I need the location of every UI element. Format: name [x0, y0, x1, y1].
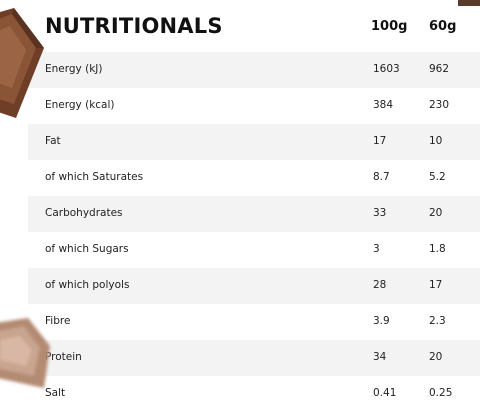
nutrient-label: of which Saturates — [45, 171, 144, 183]
table-row: Energy (kJ) 1603 962 — [28, 52, 480, 88]
table-row: Fibre 3.9 2.3 — [28, 304, 480, 340]
value-100g: 33 — [373, 207, 387, 219]
nutrient-label: Salt — [45, 387, 66, 399]
value-100g: 1603 — [373, 63, 400, 75]
value-60g: 962 — [429, 63, 450, 75]
nutrient-label: of which Sugars — [45, 243, 129, 255]
nutrient-label: Fat — [45, 135, 61, 147]
chocolate-piece-blurred-image — [0, 318, 50, 388]
chocolate-piece-image — [0, 8, 44, 118]
table-row: Energy (kcal) 384 230 — [28, 88, 480, 124]
table-row: Protein 34 20 — [28, 340, 480, 376]
nutrition-panel: NUTRITIONALS 100g 60g Energy (kJ) 1603 9… — [28, 0, 480, 410]
value-100g: 0.41 — [373, 387, 397, 399]
nutrient-label: Protein — [45, 351, 82, 363]
value-100g: 384 — [373, 99, 394, 111]
table-row: Carbohydrates 33 20 — [28, 196, 480, 232]
table-row: Salt 0.41 0.25 — [28, 376, 480, 412]
value-100g: 17 — [373, 135, 387, 147]
value-60g: 10 — [429, 135, 443, 147]
value-60g: 20 — [429, 351, 443, 363]
nutrient-label: Fibre — [45, 315, 71, 327]
table-header: NUTRITIONALS 100g 60g — [28, 0, 480, 52]
value-60g: 5.2 — [429, 171, 446, 183]
column-header-60g: 60g — [429, 19, 457, 34]
value-60g: 230 — [429, 99, 450, 111]
value-100g: 3 — [373, 243, 380, 255]
column-header-100g: 100g — [371, 19, 408, 34]
table-row: of which polyols 28 17 — [28, 268, 480, 304]
value-60g: 17 — [429, 279, 443, 291]
value-100g: 8.7 — [373, 171, 390, 183]
value-60g: 20 — [429, 207, 443, 219]
table-row: of which Saturates 8.7 5.2 — [28, 160, 480, 196]
value-100g: 28 — [373, 279, 387, 291]
nutrient-label: Energy (kJ) — [45, 63, 103, 75]
nutrient-label: of which polyols — [45, 279, 130, 291]
value-60g: 1.8 — [429, 243, 446, 255]
nutrient-label: Energy (kcal) — [45, 99, 115, 111]
value-60g: 0.25 — [429, 387, 453, 399]
table-row: Fat 17 10 — [28, 124, 480, 160]
nutrition-table: Energy (kJ) 1603 962 Energy (kcal) 384 2… — [28, 52, 480, 412]
chocolate-edge-image — [458, 0, 480, 6]
value-60g: 2.3 — [429, 315, 446, 327]
value-100g: 3.9 — [373, 315, 390, 327]
value-100g: 34 — [373, 351, 387, 363]
table-row: of which Sugars 3 1.8 — [28, 232, 480, 268]
page-title: NUTRITIONALS — [45, 14, 223, 38]
nutrient-label: Carbohydrates — [45, 207, 123, 219]
